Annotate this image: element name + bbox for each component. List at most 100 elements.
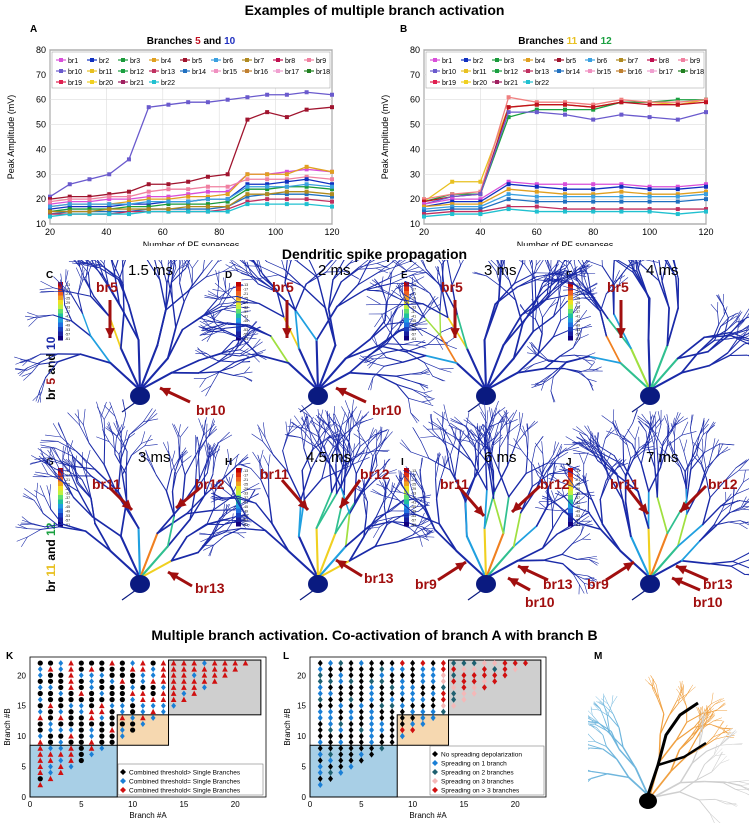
point-br14 (591, 199, 596, 204)
dendrite-segment (542, 279, 557, 288)
arrow-label-g-br12: br12 (195, 476, 225, 492)
dendrite-segment (208, 544, 214, 556)
colorbar-tick: -41 (411, 315, 416, 319)
dendrite-segment (599, 700, 606, 707)
dendrite-segment (109, 549, 142, 580)
dendrite-segment (605, 427, 613, 439)
scatter-point (119, 660, 125, 666)
scatter-point (211, 672, 218, 678)
dendrite-segment (576, 280, 590, 293)
point-br2 (146, 202, 151, 207)
dendrite-segment (379, 480, 386, 492)
legend-label-br16: br16 (628, 69, 642, 76)
dendrite-segment (252, 338, 261, 349)
dendrite-segment (404, 280, 417, 287)
point-br9 (87, 197, 92, 202)
dendrite-segment (364, 356, 375, 360)
dendrite-segment (398, 283, 404, 295)
dendrite-segment (432, 375, 444, 382)
point-br7 (107, 207, 112, 212)
dendrite-segment (707, 708, 712, 717)
dendrite-segment (516, 547, 544, 562)
dendrite-segment (206, 443, 212, 457)
dendrite-segment (322, 260, 334, 271)
scatter-point (451, 672, 457, 679)
dendrite-segment (705, 705, 708, 715)
colorbar-step (236, 495, 241, 500)
dendrite-segment (587, 378, 593, 387)
dendrite-segment (469, 429, 478, 443)
dendrite-segment (383, 429, 390, 442)
point-br6 (422, 207, 426, 212)
point-br22 (450, 212, 455, 217)
dendrite-segment (717, 446, 729, 457)
dendrite-segment (435, 478, 438, 500)
scatter-point (160, 690, 167, 696)
scatter-point (130, 703, 136, 709)
colorbar-tick: -25 (411, 483, 416, 487)
legend-marker (214, 69, 218, 73)
region-box-0 (309, 744, 398, 798)
point-br9 (704, 97, 708, 102)
dendrite-segment (65, 281, 73, 297)
dendrite-segment (219, 509, 233, 519)
scatter-point (37, 672, 43, 679)
dendrite-segment (334, 413, 342, 428)
colorbar-tick: -29 (411, 301, 416, 305)
legend-marker (432, 787, 438, 793)
dendrite-segment (612, 284, 615, 315)
colorbar-step (404, 282, 409, 287)
dendrite-segment (261, 273, 277, 291)
dendrite-segment (191, 260, 199, 269)
dendrite-segment (377, 346, 387, 358)
dendrite-segment (584, 583, 594, 587)
dendrite-segment (498, 469, 510, 498)
dendrite-segment (197, 434, 210, 454)
colorbar-tick: -29 (243, 301, 248, 305)
dendrite-segment (660, 445, 668, 468)
dendrite-segment (510, 409, 517, 424)
colorbar-step (404, 522, 409, 527)
dendrite-segment (695, 433, 701, 452)
dendrite-segment (67, 412, 80, 426)
dendrite-segment (120, 434, 130, 459)
dendrite-segment (57, 440, 77, 452)
colorbar-tick: -21 (65, 292, 70, 296)
panel-letter-a: A (30, 24, 38, 35)
dendrite-segment (416, 320, 428, 325)
dendrite-segment (526, 352, 538, 355)
dendrite-segment (44, 523, 63, 528)
legend-label-br9: br9 (316, 58, 326, 65)
dendrite-segment (686, 469, 692, 501)
dendrite-segment (680, 364, 711, 374)
dendrite-segment (684, 450, 696, 473)
colorbar-step (568, 295, 573, 300)
arrow-label-j-br10: br10 (693, 594, 723, 610)
legend-label: Combined threshold< Single Branches (129, 788, 241, 795)
point-br14 (647, 199, 652, 204)
dendrite-segment (617, 434, 633, 445)
dendrite-segment (60, 273, 63, 286)
dendrite-segment (382, 304, 401, 315)
colorbar-tick: -49 (575, 324, 580, 328)
dendrite-segment (386, 308, 397, 325)
point-br13 (478, 209, 483, 214)
dendrite-segment (647, 447, 656, 469)
colorbar-step (568, 282, 573, 287)
dendrite-segment (409, 482, 415, 497)
dendrite-segment (365, 501, 369, 518)
point-br22 (166, 209, 171, 214)
dendrite-segment (181, 474, 186, 506)
arrow-head (336, 387, 347, 397)
dendrite-segment (738, 780, 749, 782)
dendrite-segment (741, 324, 749, 331)
dendrite-segment (592, 437, 603, 454)
dendrite-segment (587, 555, 597, 558)
dendrite-segment (213, 535, 225, 546)
neuron-H (199, 399, 435, 601)
dendrite-segment (732, 486, 735, 500)
scatter-point (170, 690, 177, 696)
dendrite-segment (557, 267, 566, 284)
dendrite-segment (699, 723, 704, 734)
scatter-point (358, 690, 364, 697)
